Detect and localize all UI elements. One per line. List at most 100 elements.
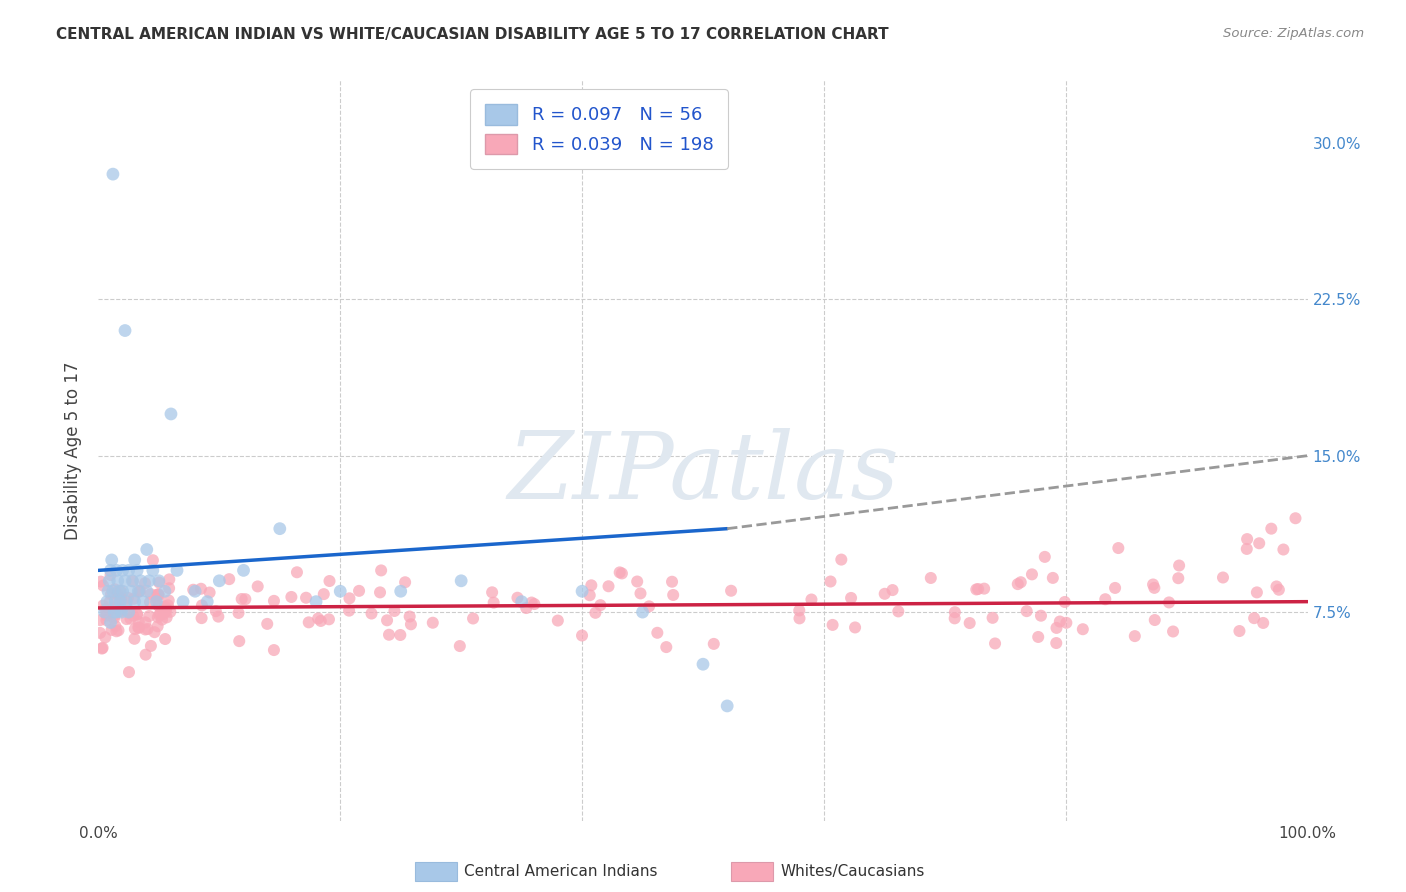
Point bbox=[943, 611, 966, 625]
Point bbox=[984, 636, 1007, 650]
Point bbox=[384, 604, 406, 618]
Point bbox=[1246, 585, 1268, 599]
Point bbox=[370, 563, 392, 577]
Point bbox=[578, 588, 600, 602]
Point bbox=[1167, 571, 1189, 585]
Point bbox=[148, 587, 170, 601]
Point bbox=[129, 583, 152, 598]
Point bbox=[191, 599, 214, 613]
Point bbox=[157, 581, 180, 595]
Text: ZIPatlas: ZIPatlas bbox=[508, 427, 898, 517]
Point bbox=[153, 632, 176, 646]
Point bbox=[127, 620, 149, 634]
Point bbox=[107, 574, 129, 588]
Point bbox=[117, 591, 139, 605]
Point bbox=[153, 584, 176, 599]
Point bbox=[108, 584, 131, 599]
Point bbox=[134, 615, 156, 630]
Point bbox=[98, 594, 121, 608]
Point bbox=[97, 584, 120, 599]
Point bbox=[263, 643, 285, 657]
Point bbox=[207, 609, 229, 624]
Point bbox=[118, 605, 141, 619]
Point bbox=[122, 591, 145, 606]
Point bbox=[800, 592, 823, 607]
Point bbox=[844, 620, 866, 634]
Point bbox=[138, 609, 160, 624]
Point bbox=[155, 601, 177, 615]
Point bbox=[152, 607, 174, 621]
Point bbox=[98, 574, 121, 588]
Point bbox=[120, 584, 142, 599]
Point bbox=[90, 574, 112, 589]
Point bbox=[967, 582, 990, 596]
Point bbox=[184, 584, 207, 599]
Point bbox=[398, 609, 420, 624]
Point bbox=[231, 592, 253, 607]
Point bbox=[135, 542, 157, 557]
Point bbox=[111, 584, 134, 599]
Point bbox=[96, 613, 118, 627]
Point bbox=[1229, 624, 1251, 638]
Point bbox=[134, 623, 156, 637]
Point bbox=[1053, 595, 1076, 609]
Point bbox=[124, 553, 146, 567]
Point bbox=[124, 622, 146, 636]
Point bbox=[157, 593, 180, 607]
Point bbox=[134, 576, 156, 591]
Point bbox=[139, 587, 162, 601]
Point bbox=[91, 578, 114, 592]
Point bbox=[1284, 511, 1306, 525]
Point bbox=[571, 628, 593, 642]
Point bbox=[146, 610, 169, 624]
Point bbox=[318, 574, 340, 588]
Point bbox=[973, 582, 995, 596]
Point bbox=[318, 612, 340, 626]
Point bbox=[114, 574, 136, 588]
Point bbox=[1157, 595, 1180, 609]
Point bbox=[394, 575, 416, 590]
Point bbox=[1265, 579, 1288, 593]
Point bbox=[965, 582, 987, 597]
Point bbox=[510, 595, 533, 609]
Point bbox=[190, 611, 212, 625]
Point bbox=[821, 618, 844, 632]
Point bbox=[94, 602, 117, 616]
Point bbox=[121, 574, 143, 588]
Point bbox=[1054, 615, 1077, 630]
Point bbox=[107, 587, 129, 601]
Point bbox=[422, 615, 444, 630]
Point bbox=[337, 604, 360, 618]
Point bbox=[100, 568, 122, 582]
Point bbox=[90, 641, 112, 656]
Point bbox=[127, 563, 149, 577]
Point bbox=[609, 566, 631, 580]
Point bbox=[122, 608, 145, 623]
Point bbox=[150, 613, 173, 627]
Point bbox=[118, 563, 141, 577]
Point bbox=[285, 566, 308, 580]
Text: Source: ZipAtlas.com: Source: ZipAtlas.com bbox=[1223, 27, 1364, 40]
Point bbox=[110, 591, 132, 606]
Point bbox=[703, 637, 725, 651]
Point bbox=[638, 599, 661, 614]
Point bbox=[450, 574, 472, 588]
Point bbox=[156, 599, 179, 613]
Point bbox=[105, 563, 128, 577]
Point bbox=[655, 640, 678, 654]
Point bbox=[128, 621, 150, 635]
Point bbox=[148, 608, 170, 623]
Point bbox=[205, 604, 228, 618]
Point bbox=[142, 553, 165, 567]
Point bbox=[389, 628, 412, 642]
Point bbox=[1142, 577, 1164, 591]
Point bbox=[111, 563, 134, 577]
Point bbox=[309, 614, 332, 628]
Point bbox=[96, 607, 118, 621]
Point bbox=[1161, 624, 1184, 639]
Point bbox=[153, 599, 176, 614]
Point bbox=[269, 522, 291, 536]
Point bbox=[89, 626, 111, 640]
Point bbox=[122, 574, 145, 589]
Point bbox=[148, 575, 170, 590]
